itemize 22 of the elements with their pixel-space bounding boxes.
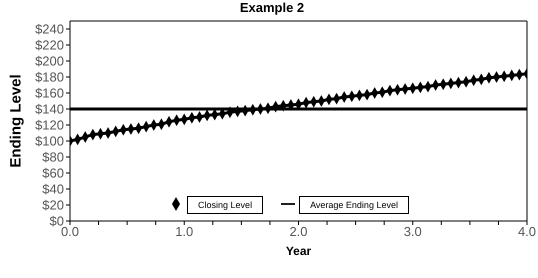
y-tick-label: $160 [35, 86, 64, 101]
y-tick-label: $180 [35, 70, 64, 85]
x-tick-label: 1.0 [175, 224, 194, 240]
legend-label: Average Ending Level [299, 196, 409, 214]
y-tick-label: $140 [35, 102, 64, 117]
y-tick-label: $120 [35, 118, 64, 133]
y-tick-label: $60 [42, 166, 64, 181]
y-tick-label: $100 [35, 134, 64, 149]
y-tick-label: $80 [42, 150, 64, 165]
y-tick-label: $200 [35, 54, 64, 69]
x-tick-label: 0.0 [60, 224, 80, 240]
x-axis-title: Year [286, 244, 312, 258]
chart-title: Example 2 [238, 0, 306, 15]
y-tick-label: $20 [42, 198, 64, 213]
x-tick-label: 4.0 [518, 224, 536, 240]
y-tick-label: $40 [42, 182, 64, 197]
legend-label: Closing Level [187, 196, 264, 214]
y-tick-label: $220 [35, 38, 64, 53]
y-tick-label: $240 [35, 22, 64, 37]
x-tick-label: 2.0 [289, 224, 308, 240]
x-tick-label: 3.0 [404, 224, 422, 240]
y-axis-title: Ending Level [8, 74, 24, 168]
